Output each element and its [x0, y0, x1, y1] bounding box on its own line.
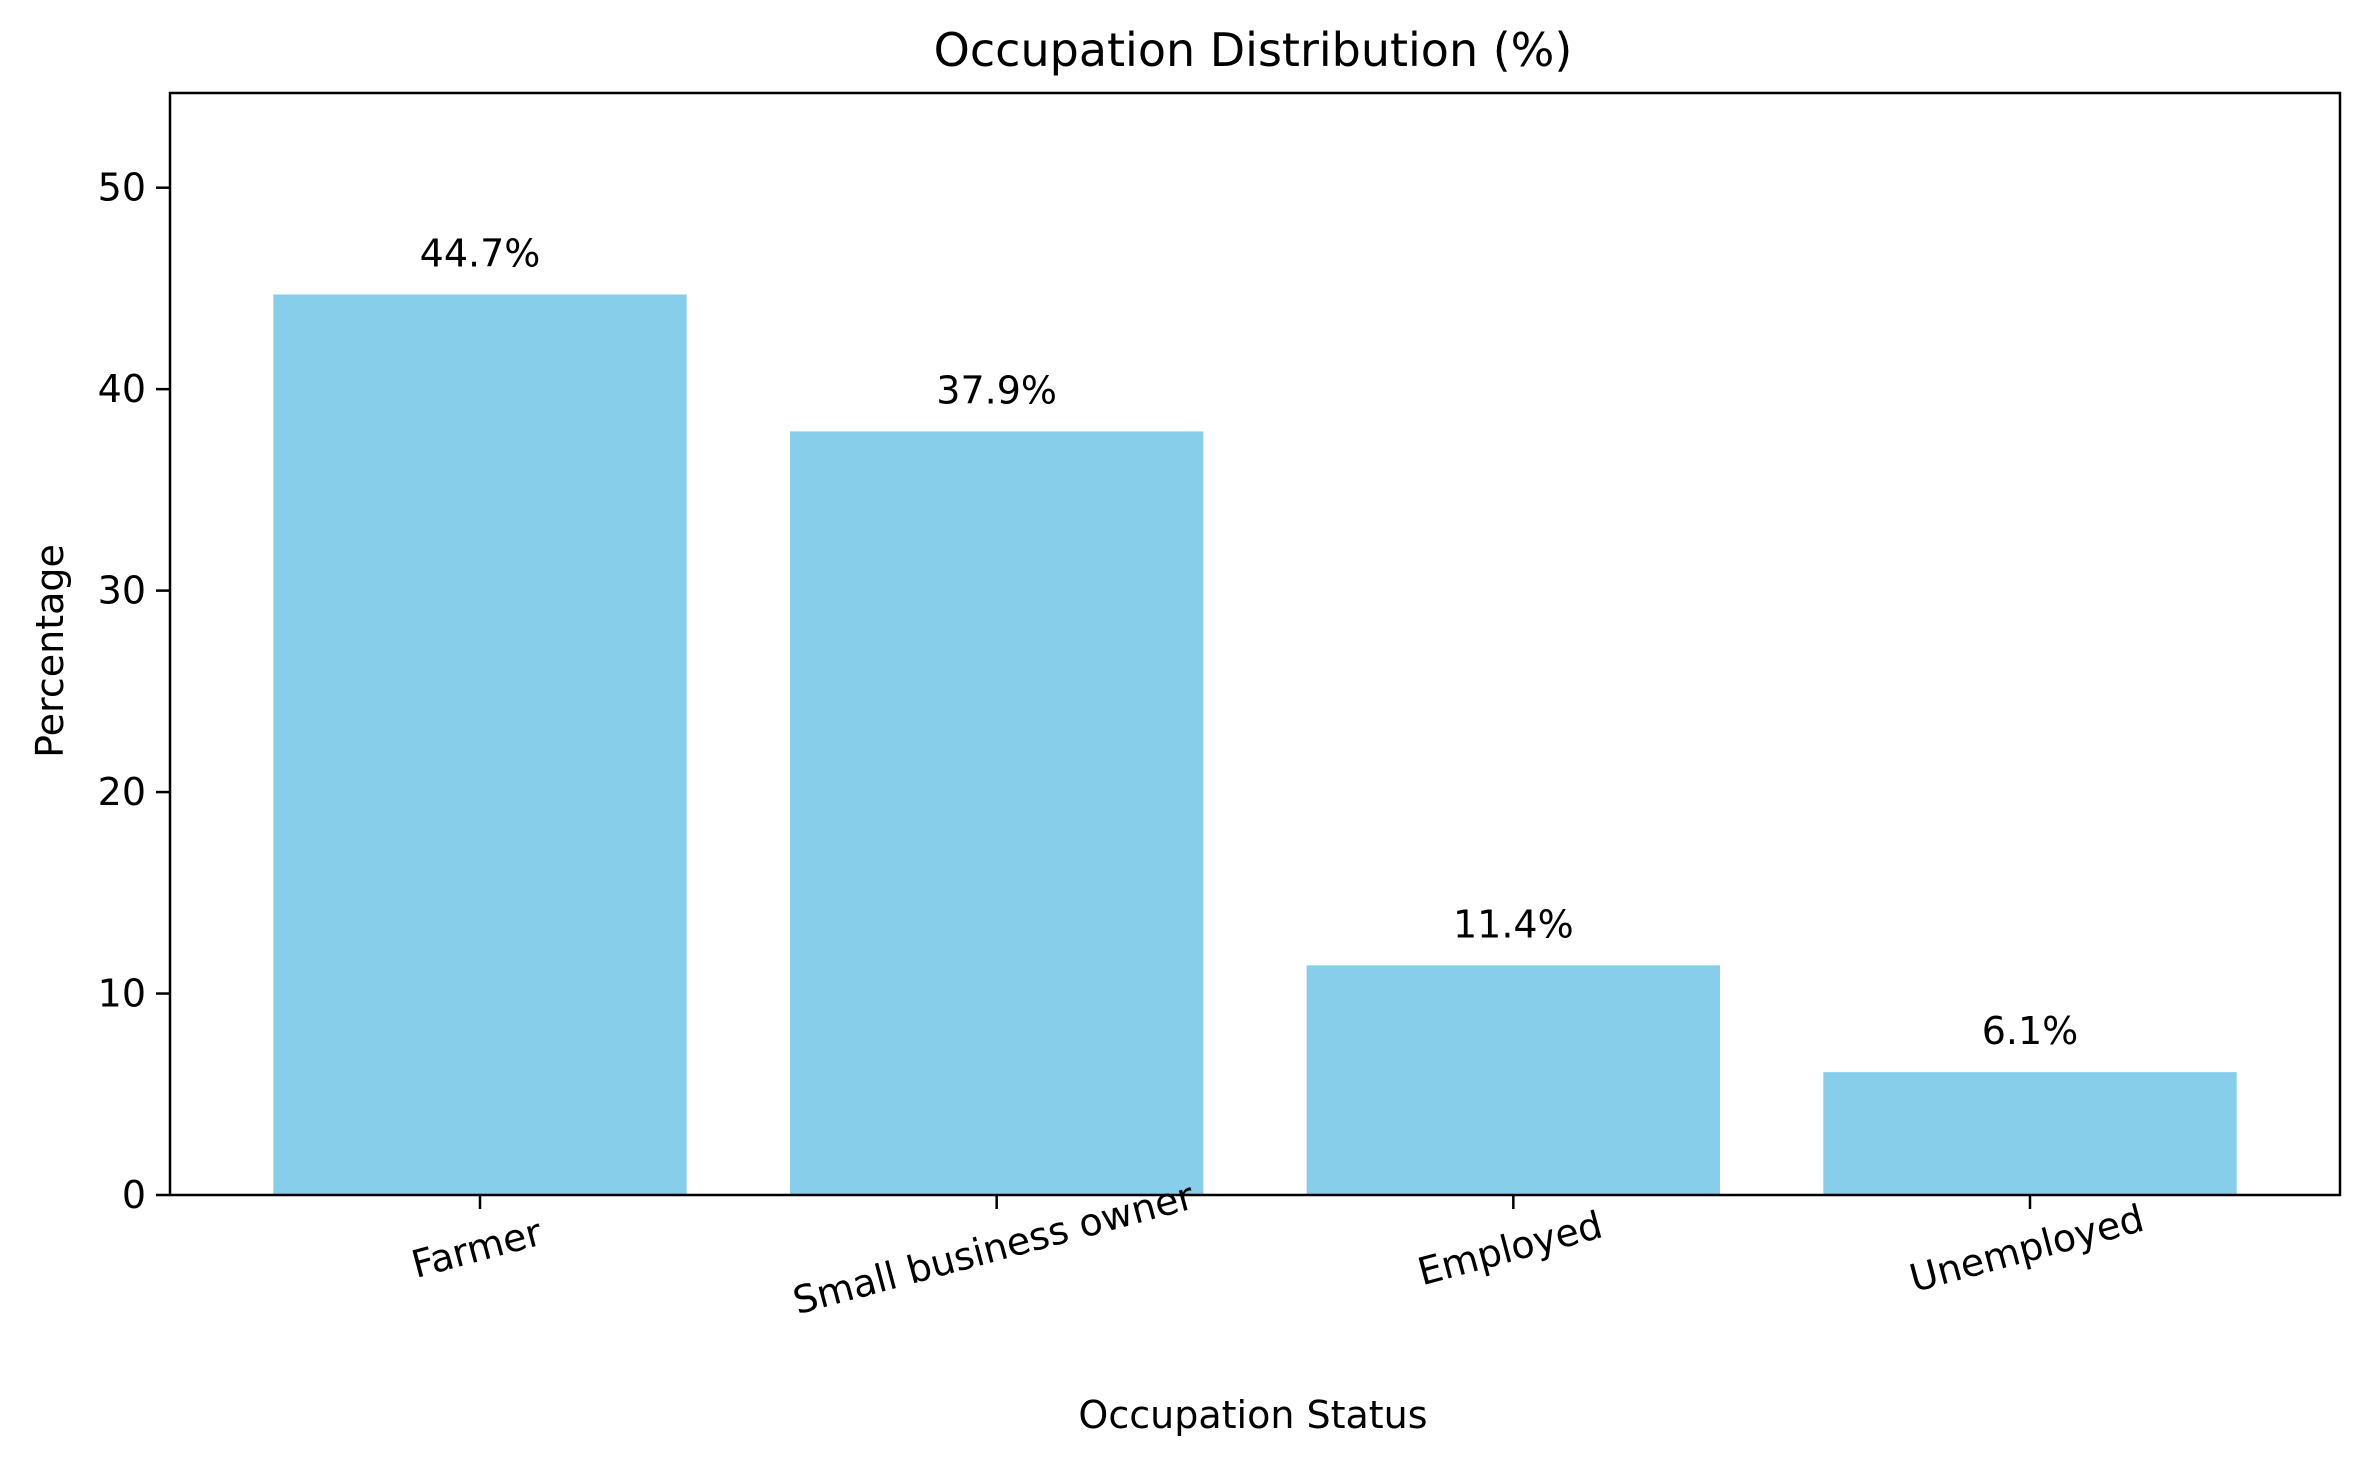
axes-frame	[168, 91, 2342, 1197]
y-tick-label: 40	[98, 367, 146, 411]
x-tick-label: Farmer	[407, 1210, 547, 1287]
bar-data-label: 44.7%	[420, 231, 541, 275]
y-axis-label: Percentage	[28, 544, 72, 758]
y-tick-label: 20	[98, 770, 146, 814]
x-tick-label: Unemployed	[1905, 1196, 2148, 1301]
y-tick-label: 30	[98, 569, 146, 613]
bar	[1306, 965, 1720, 1195]
x-axis-label: Occupation Status	[1078, 1393, 1427, 1437]
y-tick-label: 50	[98, 166, 146, 210]
bar-data-label: 37.9%	[936, 368, 1057, 412]
bar-data-label: 11.4%	[1453, 902, 1574, 946]
bar-data-label: 6.1%	[1982, 1009, 2079, 1053]
bar	[790, 431, 1204, 1195]
y-tick-label: 10	[98, 972, 146, 1016]
y-tick-label: 0	[122, 1173, 146, 1217]
bar	[1823, 1072, 2237, 1195]
x-tick-label: Employed	[1413, 1203, 1607, 1294]
bar	[273, 294, 687, 1195]
chart-title: Occupation Distribution (%)	[934, 23, 1573, 77]
